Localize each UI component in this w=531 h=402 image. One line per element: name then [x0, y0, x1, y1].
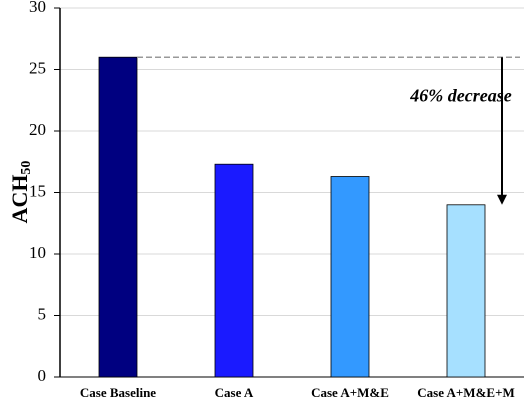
x-tick-label: Case A	[215, 385, 254, 400]
y-axis-label: ACH50	[7, 161, 34, 224]
x-tick-label: Case Baseline	[80, 385, 156, 400]
y-tick-label: 0	[38, 366, 47, 385]
annotation: 46% decrease	[409, 85, 511, 105]
bar	[214, 163, 254, 378]
x-tick-label: Case A+M&E+M	[417, 385, 515, 400]
y-tick-label: 15	[29, 181, 46, 200]
y-label-sub: 50	[19, 161, 34, 175]
arrow-head	[497, 194, 507, 205]
bar	[446, 204, 486, 378]
y-label-main: ACH	[7, 175, 32, 224]
y-tick-label: 10	[29, 243, 46, 262]
y-tick-label: 30	[29, 0, 46, 16]
x-tick-label: Case A+M&E	[311, 385, 389, 400]
bar	[98, 56, 138, 378]
y-tick-label: 5	[38, 304, 47, 323]
bar	[330, 176, 370, 378]
y-tick-label: 20	[29, 120, 46, 139]
y-tick-label: 25	[29, 58, 46, 77]
